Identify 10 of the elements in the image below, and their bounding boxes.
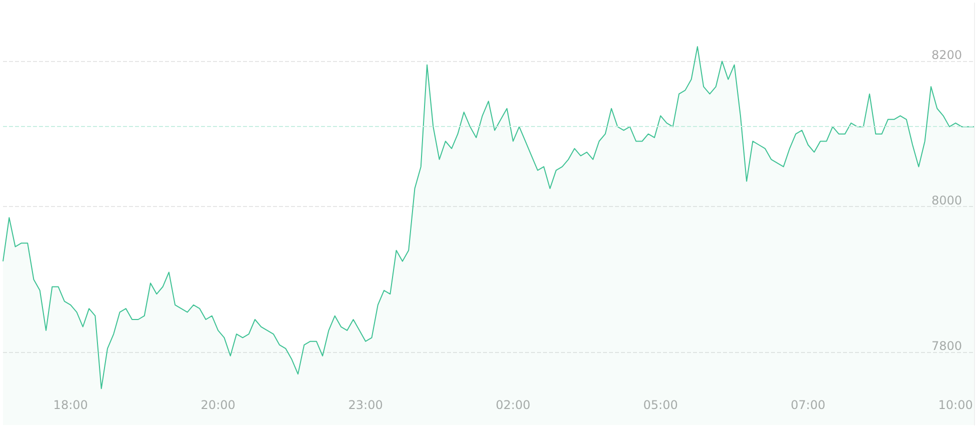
x-tick-label: 20:00 <box>200 398 236 412</box>
y-tick-label: 8200 <box>931 48 962 62</box>
x-tick-label: 07:00 <box>790 398 826 412</box>
x-tick-label: 18:00 <box>53 398 88 412</box>
x-tick-label: 02:00 <box>496 398 530 412</box>
y-tick-label: 7800 <box>931 339 962 354</box>
x-tick-label: 05:00 <box>643 398 678 412</box>
x-tick-label: 10:00 <box>938 398 973 412</box>
x-tick-label: 23:00 <box>348 398 383 412</box>
y-tick-label: 8000 <box>931 194 962 208</box>
